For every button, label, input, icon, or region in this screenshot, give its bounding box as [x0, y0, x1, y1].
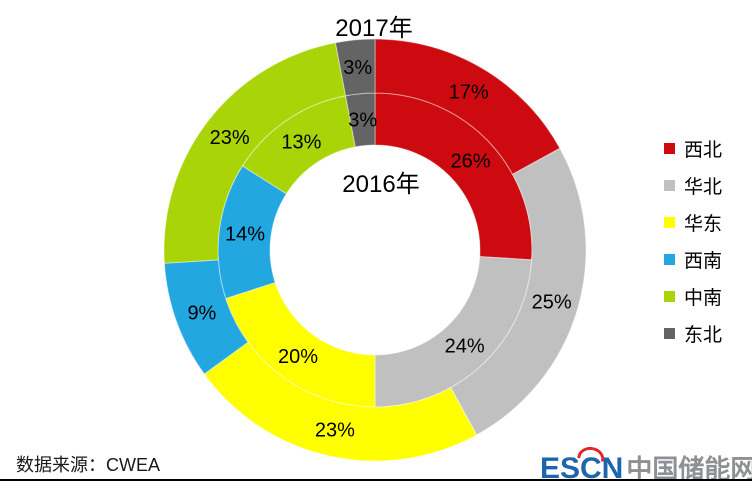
- slice-label-2017年-华东: 23%: [315, 420, 355, 442]
- legend-label: 西北: [684, 140, 723, 161]
- legend-swatch-icon: [664, 217, 675, 228]
- chart-legend: 西北华北华东西南中南东北: [664, 130, 722, 352]
- slice-label-2017年-东北: 3%: [343, 57, 372, 79]
- legend-swatch-icon: [664, 143, 675, 154]
- legend-label: 东北: [684, 325, 723, 346]
- slice-2017年-中南: [163, 42, 347, 264]
- legend-item-中南: 中南: [664, 278, 722, 315]
- slice-label-2016年-东北: 3%: [348, 110, 377, 132]
- legend-item-东北: 东北: [664, 315, 722, 352]
- legend-label: 中南: [684, 288, 723, 309]
- legend-label: 华北: [684, 177, 723, 198]
- slice-label-2016年-西南: 14%: [225, 224, 265, 246]
- slice-label-2016年-中南: 13%: [281, 132, 321, 154]
- slice-label-2016年-华北: 24%: [445, 336, 485, 358]
- legend-swatch-icon: [664, 291, 675, 302]
- legend-item-西北: 西北: [664, 130, 722, 167]
- legend-swatch-icon: [664, 254, 675, 265]
- slice-2016年-东北: [344, 92, 376, 148]
- legend-label: 西南: [684, 251, 723, 272]
- outer-ring-title: 2017年: [335, 15, 413, 42]
- legend-swatch-icon: [664, 180, 675, 191]
- slice-label-2016年-西北: 26%: [450, 150, 490, 172]
- legend-label: 华东: [684, 214, 723, 235]
- slice-2017年-东北: [334, 38, 376, 97]
- legend-item-华北: 华北: [664, 167, 722, 204]
- inner-ring-title: 2016年: [342, 171, 420, 198]
- legend-item-华东: 华东: [664, 204, 722, 241]
- legend-swatch-icon: [664, 328, 675, 339]
- slice-label-2017年-中南: 23%: [210, 127, 250, 149]
- slice-label-2017年-西北: 17%: [449, 82, 489, 104]
- data-source-note: 数据来源：CWEA: [16, 455, 160, 475]
- slice-2017年-华东: [203, 341, 478, 462]
- slice-label-2017年-华北: 25%: [532, 291, 572, 313]
- slice-2017年-华北: [449, 147, 587, 436]
- slice-2017年-西南: [163, 259, 249, 375]
- bottom-divider: [0, 479, 752, 481]
- slice-label-2016年-华东: 20%: [278, 346, 318, 368]
- slice-label-2017年-西南: 9%: [187, 302, 216, 324]
- slice-2016年-西南: [217, 165, 288, 300]
- legend-item-西南: 西南: [664, 241, 722, 278]
